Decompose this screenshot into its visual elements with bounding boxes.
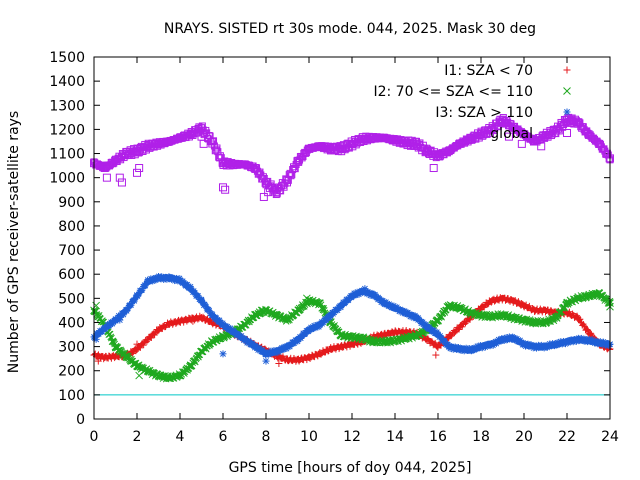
data-point	[140, 342, 147, 349]
data-point	[204, 315, 211, 322]
data-point-anchor	[294, 356, 302, 364]
data-point-d2	[164, 374, 171, 382]
data-point-anchor	[499, 294, 506, 302]
x-tick-label: 2	[133, 429, 142, 445]
x-tick-label: 12	[343, 429, 361, 445]
data-point-d2	[121, 350, 129, 357]
data-point-anchor	[477, 304, 485, 312]
data-point	[455, 325, 462, 332]
data-point-d2	[100, 318, 108, 326]
series-layer	[90, 113, 614, 383]
y-tick-label: 900	[58, 195, 85, 211]
y-tick-label: 1000	[49, 171, 85, 187]
data-point-anchor	[391, 328, 399, 336]
data-point-anchor	[348, 340, 356, 348]
series-0	[90, 294, 614, 365]
x-tick-label: 24	[601, 429, 619, 445]
data-point-d2	[124, 352, 132, 360]
data-point	[151, 332, 158, 339]
data-point	[459, 321, 466, 328]
data-point	[110, 339, 118, 346]
data-point-anchor	[198, 314, 205, 322]
data-point-anchor	[380, 331, 388, 339]
x-tick-label: 0	[90, 429, 99, 445]
data-point-d2	[95, 312, 103, 319]
y-tick-label: 700	[58, 243, 85, 259]
data-point-d2	[110, 339, 118, 346]
data-point-d2	[106, 330, 114, 338]
data-point-anchor	[423, 335, 431, 343]
data-point-d2	[108, 334, 115, 342]
series-1	[90, 288, 614, 383]
y-tick-label: 300	[58, 340, 85, 356]
data-point-anchor	[176, 317, 184, 325]
x-tick-label: 10	[300, 429, 318, 445]
data-point	[448, 333, 455, 340]
y-tick-label: 0	[76, 412, 85, 428]
y-tick-label: 1500	[49, 50, 85, 66]
y-tick-label: 1300	[49, 98, 85, 114]
y-tick-label: 800	[58, 219, 85, 235]
data-point-anchor	[305, 353, 313, 361]
data-point-anchor	[155, 326, 162, 334]
data-point-anchor	[284, 356, 291, 364]
data-point	[343, 344, 350, 351]
data-point-anchor	[165, 320, 173, 328]
data-point-anchor	[144, 335, 152, 343]
data-point	[581, 322, 588, 329]
y-tick-label: 1100	[49, 147, 85, 163]
data-point-anchor	[445, 333, 453, 341]
data-point-anchor	[574, 314, 582, 322]
data-point-anchor	[316, 350, 324, 358]
y-tick-label: 500	[58, 291, 85, 307]
x-tick-label: 4	[176, 429, 185, 445]
y-tick-label: 600	[58, 267, 85, 283]
data-point	[438, 342, 445, 349]
x-tick-label: 14	[386, 429, 404, 445]
data-point-anchor	[531, 306, 539, 314]
axis-ticks: 0100200300400500600700800900100011001200…	[49, 50, 619, 445]
y-tick-label: 1400	[49, 74, 85, 90]
data-point-anchor	[208, 318, 216, 326]
x-tick-label: 6	[219, 429, 228, 445]
data-point-anchor	[456, 323, 463, 331]
data-point	[137, 344, 144, 351]
y-tick-label: 1200	[49, 122, 85, 138]
y-axis-label: Number of GPS receiver-satellite rays	[6, 111, 22, 373]
data-point-anchor	[509, 297, 517, 305]
x-tick-label: 8	[262, 429, 271, 445]
data-point-anchor	[585, 328, 592, 336]
x-tick-label: 16	[429, 429, 447, 445]
data-point-anchor	[488, 297, 496, 305]
data-point-anchor	[520, 302, 528, 310]
chart-title: NRAYS. SISTED rt 30s mode. 044, 2025. Ma…	[164, 21, 536, 37]
x-axis-label: GPS time [hours of doy 044, 2025]	[229, 460, 472, 476]
data-point-anchor	[112, 352, 119, 360]
data-point-anchor	[542, 306, 549, 314]
data-point-d2	[132, 359, 140, 367]
y-tick-label: 100	[58, 388, 85, 404]
data-point	[148, 334, 155, 341]
data-point-anchor	[101, 353, 109, 361]
data-point	[584, 326, 591, 333]
x-tick-label: 22	[558, 429, 576, 445]
x-tick-label: 20	[515, 429, 533, 445]
x-tick-label: 18	[472, 429, 490, 445]
y-tick-label: 200	[58, 364, 85, 380]
data-point-d2	[148, 369, 155, 376]
data-point-anchor	[434, 343, 442, 351]
data-point-anchor	[327, 345, 334, 353]
y-tick-label: 400	[58, 315, 85, 331]
data-point-anchor	[337, 343, 345, 351]
